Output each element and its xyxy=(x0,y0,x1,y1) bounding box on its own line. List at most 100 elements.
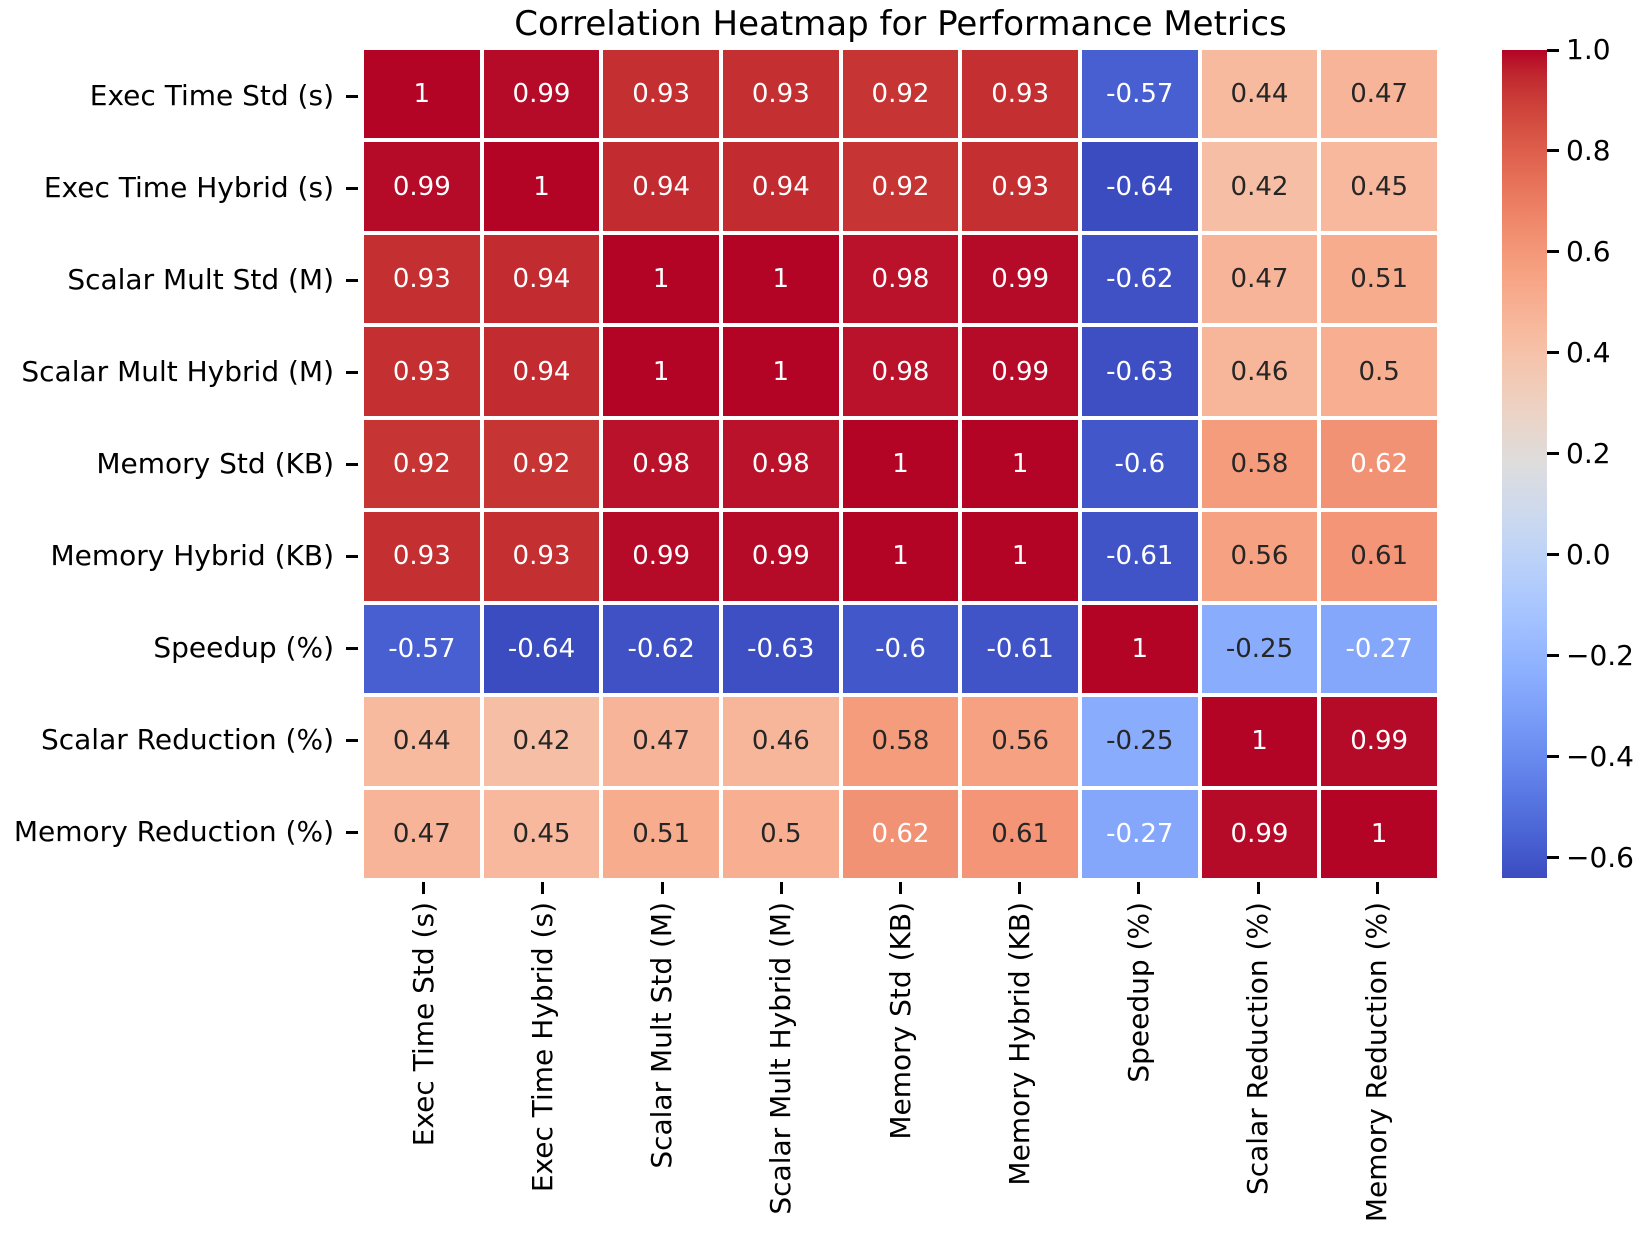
cell-value: 0.99 xyxy=(1350,726,1409,757)
heatmap-cell: 0.58 xyxy=(842,697,959,786)
cell-value: 1 xyxy=(1131,633,1149,664)
cell-value: 0.94 xyxy=(512,264,571,295)
heatmap-cell: 0.93 xyxy=(962,50,1078,139)
heatmap-cell: -0.64 xyxy=(1081,142,1198,231)
cell-value: 0.45 xyxy=(512,818,571,849)
y-tick-label: Exec Time Std (s) xyxy=(89,79,334,112)
cell-value: 1 xyxy=(652,356,670,387)
cell-value: 0.45 xyxy=(1350,171,1409,202)
heatmap-cell: 1 xyxy=(1081,604,1198,694)
heatmap-cell: 0.51 xyxy=(1321,234,1437,324)
heatmap-cell: 0.94 xyxy=(483,234,600,324)
tick-mark xyxy=(346,278,358,282)
cell-value: 1 xyxy=(772,356,790,387)
heatmap-cell: 0.45 xyxy=(1321,142,1437,231)
colorbar-tick-label: 0.8 xyxy=(1566,133,1611,167)
cell-value: 1 xyxy=(652,264,670,295)
heatmap-cell: -0.27 xyxy=(1081,789,1198,878)
cell-value: 0.93 xyxy=(392,264,451,295)
cell-value: -0.61 xyxy=(986,633,1054,664)
heatmap-cell: 0.61 xyxy=(1321,512,1437,601)
colorbar-tick-label: 0.6 xyxy=(1566,234,1611,268)
cell-value: 0.92 xyxy=(512,448,571,479)
colorbar-tick-label: 0.4 xyxy=(1566,335,1611,369)
heatmap-cell: 0.92 xyxy=(842,50,959,139)
heatmap-cell: 1 xyxy=(603,234,719,324)
heatmap-cell: 0.92 xyxy=(364,419,480,509)
cell-value: -0.25 xyxy=(1225,633,1294,664)
cell-value: 0.93 xyxy=(991,171,1050,202)
y-tick-label: Memory Hybrid (KB) xyxy=(50,539,334,572)
cell-value: 0.93 xyxy=(392,541,451,572)
heatmap-cell: 1 xyxy=(722,327,839,416)
cell-value: -0.63 xyxy=(1106,356,1174,387)
tick-mark xyxy=(422,882,426,894)
cell-value: 0.61 xyxy=(991,818,1050,849)
cell-value: 0.47 xyxy=(632,726,691,757)
tick-mark xyxy=(1375,882,1379,894)
cell-value: 0.47 xyxy=(1230,264,1289,295)
tick-mark xyxy=(1547,149,1559,153)
x-tick-label: Exec Time Std (s) xyxy=(406,902,440,1147)
heatmap-cell: 0.56 xyxy=(1201,512,1318,601)
tick-mark xyxy=(346,462,358,466)
heatmap-cell: 0.42 xyxy=(1201,142,1318,231)
heatmap-cell: -0.63 xyxy=(1081,327,1198,416)
heatmap-cell: 0.51 xyxy=(603,789,719,878)
x-tick-label: Memory Reduction (%) xyxy=(1360,902,1394,1223)
heatmap-cell: 0.44 xyxy=(364,697,480,786)
tick-mark xyxy=(1547,654,1559,658)
x-tick-label: Scalar Mult Std (M) xyxy=(645,902,679,1169)
heatmap-cell: 1 xyxy=(364,50,480,139)
colorbar-tick-label: −0.4 xyxy=(1566,739,1634,773)
heatmap-cell: 0.5 xyxy=(1321,327,1437,416)
cell-value: 0.5 xyxy=(1358,356,1400,387)
heatmap-cell: 0.93 xyxy=(364,234,480,324)
y-tick-label: Speedup (%) xyxy=(153,631,334,664)
heatmap-cell: -0.25 xyxy=(1081,697,1198,786)
tick-mark xyxy=(346,738,358,742)
cell-value: 0.94 xyxy=(632,171,691,202)
heatmap-grid: 1 0.99 0.93 0.93 0.92 0.93 -0.57 0.44 0.47 0.99 1 0… xyxy=(364,50,1437,878)
y-tick-label: Scalar Mult Hybrid (M) xyxy=(21,355,334,388)
cell-value: 0.99 xyxy=(751,541,810,572)
tick-mark xyxy=(1256,882,1260,894)
heatmap-cell: 0.99 xyxy=(722,512,839,601)
cell-value: 0.58 xyxy=(871,726,930,757)
tick-mark xyxy=(1137,882,1141,894)
x-tick-label: Scalar Reduction (%) xyxy=(1241,902,1275,1196)
tick-mark xyxy=(346,830,358,834)
tick-mark xyxy=(346,186,358,190)
cell-value: -0.64 xyxy=(507,633,576,664)
cell-value: 0.99 xyxy=(512,79,571,110)
cell-value: -0.63 xyxy=(747,633,815,664)
chart-title: Correlation Heatmap for Performance Metr… xyxy=(514,4,1287,44)
y-tick-label: Scalar Mult Std (M) xyxy=(67,263,334,296)
cell-value: 0.56 xyxy=(991,726,1050,757)
y-tick-label: Scalar Reduction (%) xyxy=(40,723,334,756)
cell-value: -0.57 xyxy=(388,633,456,664)
cell-value: 0.92 xyxy=(392,448,451,479)
x-tick-label: Memory Hybrid (KB) xyxy=(1002,902,1036,1186)
cell-value: -0.6 xyxy=(1114,448,1166,479)
heatmap-cell: 0.47 xyxy=(1321,50,1437,139)
x-tick-label: Scalar Mult Hybrid (M) xyxy=(764,902,798,1215)
heatmap-cell: 0.94 xyxy=(722,142,839,231)
heatmap-cell: 0.98 xyxy=(603,419,719,509)
cell-value: 1 xyxy=(892,448,909,479)
tick-mark xyxy=(779,882,783,894)
y-tick-label: Memory Reduction (%) xyxy=(13,815,334,848)
heatmap-cell: 0.93 xyxy=(603,50,719,139)
heatmap-cell: 0.44 xyxy=(1201,50,1318,139)
cell-value: 0.99 xyxy=(991,264,1050,295)
heatmap-cell: 1 xyxy=(1201,697,1318,786)
colorbar-tick-label: 1.0 xyxy=(1566,33,1611,66)
cell-value: 1 xyxy=(413,79,431,110)
tick-mark xyxy=(1547,351,1559,355)
heatmap-cell: -0.6 xyxy=(1081,419,1198,509)
cell-value: 1 xyxy=(1011,448,1029,479)
heatmap-cell: 0.92 xyxy=(483,419,600,509)
heatmap-cell: -0.62 xyxy=(1081,234,1198,324)
heatmap-cell: -0.61 xyxy=(1081,512,1198,601)
heatmap-cell: 0.47 xyxy=(364,789,480,878)
